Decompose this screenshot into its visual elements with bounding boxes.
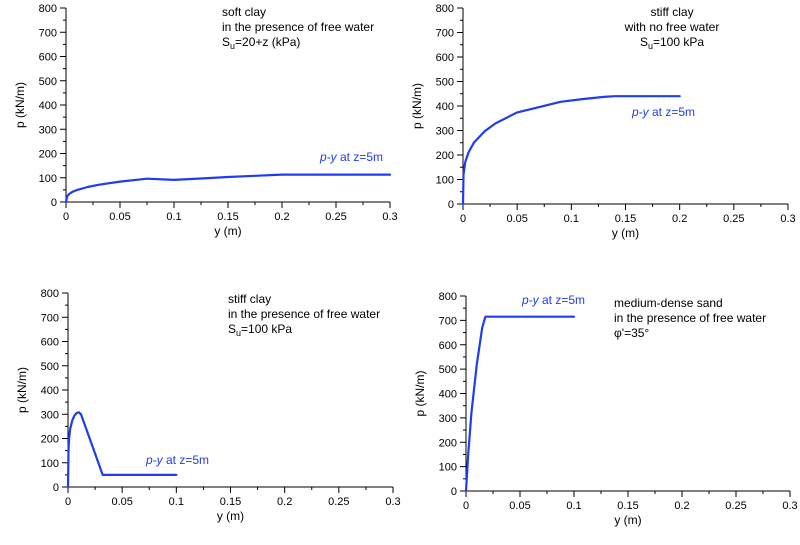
y-tick-label: 100 — [439, 462, 457, 474]
x-axis-title: y (m) — [217, 509, 244, 523]
y-tick-label: 100 — [436, 175, 454, 187]
x-tick-label: 0.3 — [385, 496, 400, 508]
y-tick-label: 400 — [439, 389, 457, 401]
y-tick-label: 500 — [41, 361, 59, 373]
y-tick-label: 700 — [439, 315, 457, 327]
y-tick-label: 100 — [39, 173, 57, 185]
annotation-line: in the presence of free water — [228, 307, 380, 321]
x-tick-label: 0.3 — [382, 211, 397, 223]
x-tick-label: 0.3 — [780, 213, 795, 225]
series-label: p-y at z=5m — [145, 453, 209, 467]
series-line — [66, 411, 178, 489]
x-tick-label: 0.15 — [615, 213, 636, 225]
x-tick-label: 0.15 — [220, 496, 241, 508]
annotation-line: Su=20+z (kPa) — [222, 35, 300, 51]
chart-panel-4: 0 100 200 300 400 500 600 700 800 0 0.05 0.1 0.15 0.2… — [413, 291, 798, 527]
chart-panel-3: 0 100 200 300 400 500 600 700 800 0 0.05 0.1 0.15 0.2… — [15, 288, 401, 523]
x-tick-label: 0.05 — [111, 496, 132, 508]
x-tick-label: 0.1 — [566, 500, 581, 512]
x-tick-label: 0 — [463, 500, 469, 512]
x-tick-label: 0.2 — [274, 211, 289, 223]
annotation-line: Su=100 kPa — [640, 35, 704, 51]
series-line — [64, 173, 392, 204]
series-label: p-y at z=5m — [631, 105, 695, 119]
y-tick-label: 600 — [39, 52, 57, 64]
annotation-line: medium-dense sand — [614, 296, 723, 310]
y-tick-label: 500 — [439, 364, 457, 376]
y-tick-label: 0 — [53, 482, 59, 494]
x-tick-label: 0.1 — [169, 496, 184, 508]
y-tick-label: 0 — [51, 197, 57, 209]
x-tick-label: 0 — [460, 213, 466, 225]
y-tick-label: 200 — [436, 150, 454, 162]
y-tick-label: 600 — [436, 52, 454, 64]
annotation-line: soft clay — [222, 5, 266, 19]
series-label: p-y at z=5m — [521, 293, 585, 307]
y-tick-label: 400 — [41, 385, 59, 397]
annotation-line: stiff clay — [650, 5, 693, 19]
y-axis-title: p (kN/m) — [15, 367, 29, 413]
y-tick-label: 400 — [436, 101, 454, 113]
y-tick-label: 300 — [39, 124, 57, 136]
y-tick-label: 100 — [41, 458, 59, 470]
x-tick-label: 0.2 — [277, 496, 292, 508]
y-tick-label: 200 — [41, 434, 59, 446]
annotation-line: φ'=35° — [614, 326, 649, 340]
y-tick-label: 800 — [436, 3, 454, 15]
y-tick-label: 200 — [439, 437, 457, 449]
chart-panel-1: 0 100 200 300 400 500 600 700 800 0 0.05 0.1 0.15 0.2… — [13, 3, 398, 238]
y-tick-label: 800 — [39, 3, 57, 15]
series-line — [464, 315, 576, 493]
x-tick-label: 0.05 — [109, 211, 130, 223]
x-tick-label: 0.1 — [166, 211, 181, 223]
y-tick-label: 600 — [439, 340, 457, 352]
y-tick-label: 0 — [451, 486, 457, 498]
annotation-line: in the presence of free water — [222, 20, 374, 34]
x-tick-label: 0.15 — [217, 211, 238, 223]
y-axis-title: p (kN/m) — [413, 371, 427, 417]
series-label: p-y at z=5m — [319, 150, 383, 164]
y-tick-label: 400 — [39, 100, 57, 112]
y-tick-label: 300 — [41, 409, 59, 421]
x-tick-label: 0.1 — [564, 213, 579, 225]
annotation-line: Su=100 kPa — [228, 322, 292, 338]
x-tick-label: 0.2 — [674, 500, 689, 512]
x-tick-label: 0.05 — [506, 213, 527, 225]
x-tick-label: 0.25 — [328, 496, 349, 508]
x-axis-title: y (m) — [614, 513, 641, 527]
y-tick-label: 700 — [41, 312, 59, 324]
annotation-line: in the presence of free water — [614, 311, 766, 325]
x-tick-label: 0.25 — [325, 211, 346, 223]
y-tick-label: 700 — [39, 27, 57, 39]
x-tick-label: 0 — [65, 496, 71, 508]
x-axis-title: y (m) — [612, 226, 639, 240]
x-tick-label: 0.25 — [723, 213, 744, 225]
x-tick-label: 0 — [63, 211, 69, 223]
y-tick-label: 300 — [439, 413, 457, 425]
chart-panel-2: 0 100 200 300 400 500 600 700 800 0 0.05 0.1 0.15 0.2… — [410, 3, 796, 240]
annotation-line: stiff clay — [228, 292, 271, 306]
x-tick-label: 0.15 — [617, 500, 638, 512]
x-tick-label: 0.25 — [725, 500, 746, 512]
x-tick-label: 0.2 — [672, 213, 687, 225]
y-tick-label: 500 — [436, 77, 454, 89]
annotation-line: with no free water — [624, 20, 720, 34]
x-tick-label: 0.3 — [782, 500, 797, 512]
y-tick-label: 800 — [41, 288, 59, 300]
y-axis-title: p (kN/m) — [13, 82, 27, 128]
y-tick-label: 0 — [448, 199, 454, 211]
series-line — [461, 95, 681, 206]
y-tick-label: 200 — [39, 149, 57, 161]
x-axis-title: y (m) — [214, 224, 241, 238]
y-tick-label: 600 — [41, 337, 59, 349]
y-tick-label: 300 — [436, 126, 454, 138]
y-tick-label: 800 — [439, 291, 457, 303]
y-tick-label: 500 — [39, 76, 57, 88]
x-tick-label: 0.05 — [509, 500, 530, 512]
y-tick-label: 700 — [436, 28, 454, 40]
y-axis-title: p (kN/m) — [410, 83, 424, 129]
